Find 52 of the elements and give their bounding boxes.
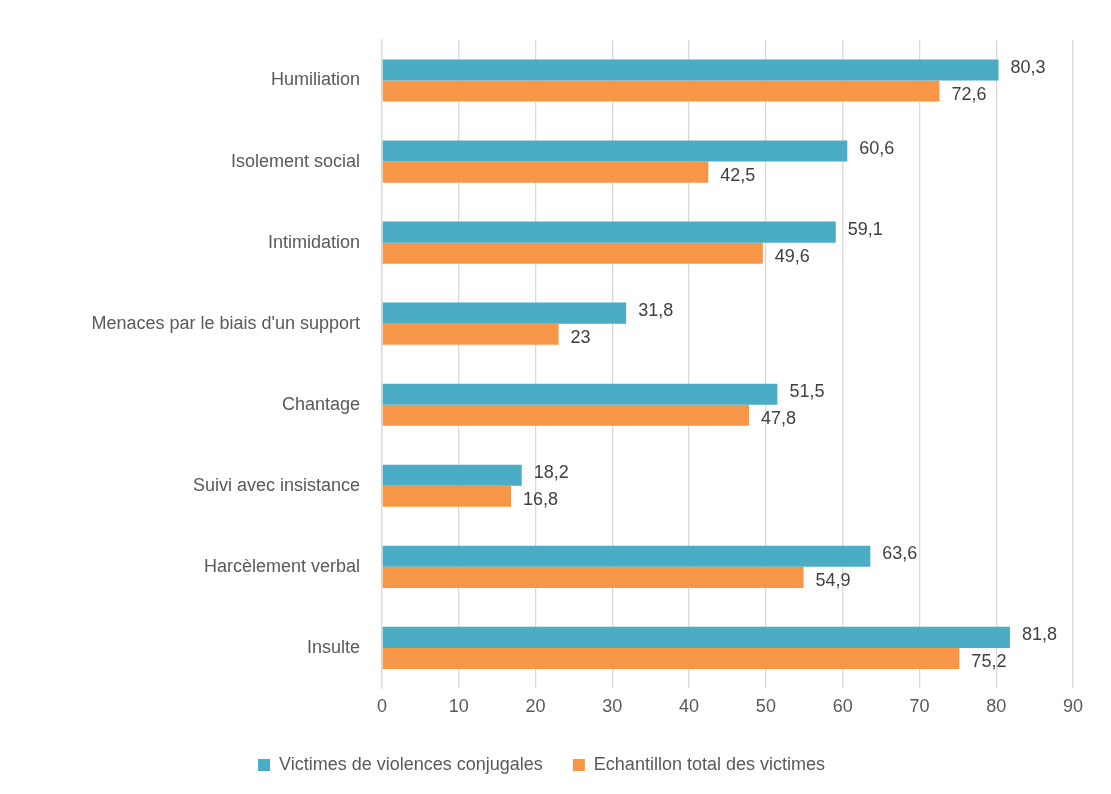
x-tick-label: 90 — [1062, 696, 1084, 717]
legend-label: Echantillon total des victimes — [593, 753, 825, 774]
x-tick-label: 70 — [909, 696, 930, 717]
bar — [382, 323, 559, 345]
y-tick-label: Menaces par le biais d'un support — [91, 312, 360, 333]
bar — [382, 464, 522, 486]
bar — [382, 221, 836, 243]
data-label: 75,2 — [971, 651, 1007, 672]
bar — [382, 566, 804, 588]
bar — [382, 647, 960, 669]
data-label: 23 — [570, 327, 591, 348]
y-tick-label: Harcèlement verbal — [203, 555, 360, 576]
data-label: 16,8 — [522, 489, 559, 510]
y-tick-label: Suivi avec insistance — [192, 474, 360, 495]
data-label: 47,8 — [761, 408, 797, 429]
y-tick-label: Chantage — [281, 393, 360, 414]
bar — [382, 80, 940, 102]
x-tick-label: 0 — [376, 696, 388, 717]
bar — [382, 404, 749, 426]
y-tick-label: Insulte — [306, 636, 360, 657]
bar — [382, 59, 999, 81]
data-label: 42,5 — [720, 165, 756, 186]
y-tick-label: Humiliation — [270, 69, 360, 90]
data-label: 18,2 — [533, 462, 569, 483]
bar — [382, 302, 627, 324]
data-label: 81,8 — [1022, 624, 1058, 645]
data-label: 80,3 — [1010, 56, 1046, 77]
data-label: 72,6 — [951, 84, 987, 105]
data-label: 54,9 — [815, 570, 851, 591]
y-tick-label: Isolement social — [230, 150, 360, 171]
bar — [382, 485, 511, 507]
bar — [382, 140, 848, 162]
bar — [382, 242, 763, 264]
legend-label: Victimes de violences conjugales — [279, 753, 543, 774]
data-label: 59,1 — [847, 219, 883, 240]
x-tick-label: 80 — [986, 696, 1007, 717]
y-tick-label: Intimidation — [267, 231, 360, 252]
bar — [382, 383, 778, 405]
x-tick-label: 50 — [755, 696, 776, 717]
x-tick-label: 60 — [832, 696, 853, 717]
x-tick-label: 20 — [525, 696, 546, 717]
bar — [382, 626, 1011, 648]
data-label: 63,6 — [882, 543, 918, 564]
bar — [382, 161, 709, 183]
x-tick-label: 10 — [448, 696, 469, 717]
data-label: 31,8 — [638, 300, 674, 321]
bar — [382, 545, 871, 567]
x-tick-label: 30 — [602, 696, 623, 717]
data-label: 49,6 — [774, 246, 810, 267]
data-label: 60,6 — [859, 138, 895, 159]
data-label: 51,5 — [789, 381, 825, 402]
x-tick-label: 40 — [679, 696, 700, 717]
